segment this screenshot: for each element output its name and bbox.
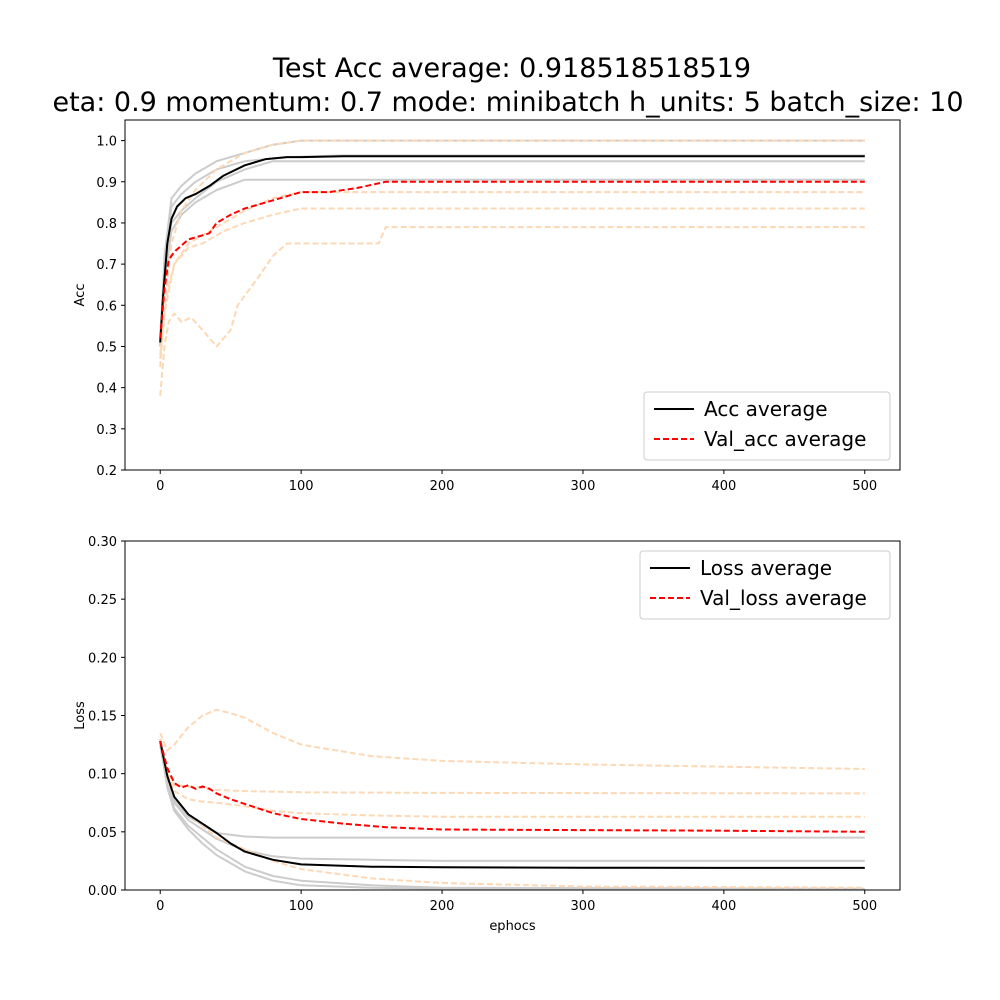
acc-y-tick-label: 0.8 [96,217,117,232]
figure-title-line1: Test Acc average: 0.918518518519 [272,53,751,84]
loss-x-tick-label: 300 [571,899,596,914]
acc-val-fold-line-7 [159,226,865,396]
loss-series-group [159,708,865,890]
acc-y-tick-label: 0.3 [96,423,117,438]
acc-val-average-line [159,180,865,339]
loss-train-average-line [159,740,865,869]
loss-legend-box [639,550,891,620]
acc-val-fold-line-6 [159,207,865,355]
acc-y-tick-label: 0.9 [96,176,117,191]
acc-x-tick-label: 300 [571,479,596,494]
loss-legend-label-val: Val_loss average [700,586,867,610]
loss-x-tick-label: 400 [711,899,736,914]
loss-x-tick-label: 100 [289,899,314,914]
loss-x-tick-label: 0 [156,899,164,914]
acc-legend-label-val: Val_acc average [704,427,866,451]
acc-x-tick-label: 200 [430,479,455,494]
loss-x-tick-label: 200 [430,899,455,914]
acc-legend-label-train: Acc average [704,397,828,421]
loss-train-fold-line-3 [159,742,865,890]
loss-y-axis-label: Loss [73,701,88,730]
acc-val-fold-line-5 [159,191,865,359]
loss-val-fold-line-7 [159,738,865,889]
loss-y-tick-label: 0.15 [88,710,117,725]
loss-y-tick-label: 0.05 [88,826,117,841]
acc-y-tick-label: 0.6 [96,299,117,314]
acc-legend: Acc average Val_acc average [643,391,891,461]
acc-val-fold-line-4 [159,139,865,368]
accuracy-plot: 0 100 200 300 400 500 0.2 0.3 0.4 0.5 0.6 0.7 0.8 0.9… [73,119,901,494]
acc-y-tick-label: 0.2 [96,464,117,479]
loss-y-tick-label: 0.10 [88,768,117,783]
acc-axes-frame [124,119,901,471]
acc-series-group [159,139,865,396]
acc-y-tick-label: 0.7 [96,258,117,273]
acc-x-tick-label: 0 [156,479,164,494]
loss-y-tick-label: 0.20 [88,651,117,666]
loss-y-tick-label: 0.30 [88,535,117,550]
acc-x-tick-label: 400 [711,479,736,494]
acc-y-tick-label: 1.0 [96,135,117,150]
acc-y-tick-label: 0.5 [96,340,117,355]
loss-legend-label-train: Loss average [700,556,832,580]
loss-plot: 0 100 200 300 400 500 0.00 0.05 0.10 0.15 0.20 0.25… [73,535,901,934]
acc-legend-box [643,391,891,461]
acc-y-axis-label: Acc [73,284,88,307]
loss-legend: Loss average Val_loss average [639,550,891,620]
figure-title-line2: eta: 0.9 momentum: 0.7 mode: minibatch h… [52,87,963,118]
acc-x-tick-label: 100 [289,479,314,494]
loss-val-fold-line-4 [159,708,865,770]
loss-val-fold-line-6 [159,738,865,818]
loss-y-tick-label: 0.00 [88,884,117,899]
acc-train-average-line [159,155,865,343]
acc-y-tick-label: 0.4 [96,382,117,397]
acc-x-tick-label: 500 [852,479,877,494]
loss-x-axis-label: ephocs [489,919,536,934]
loss-x-tick-label: 500 [852,899,877,914]
loss-y-tick-label: 0.25 [88,593,117,608]
